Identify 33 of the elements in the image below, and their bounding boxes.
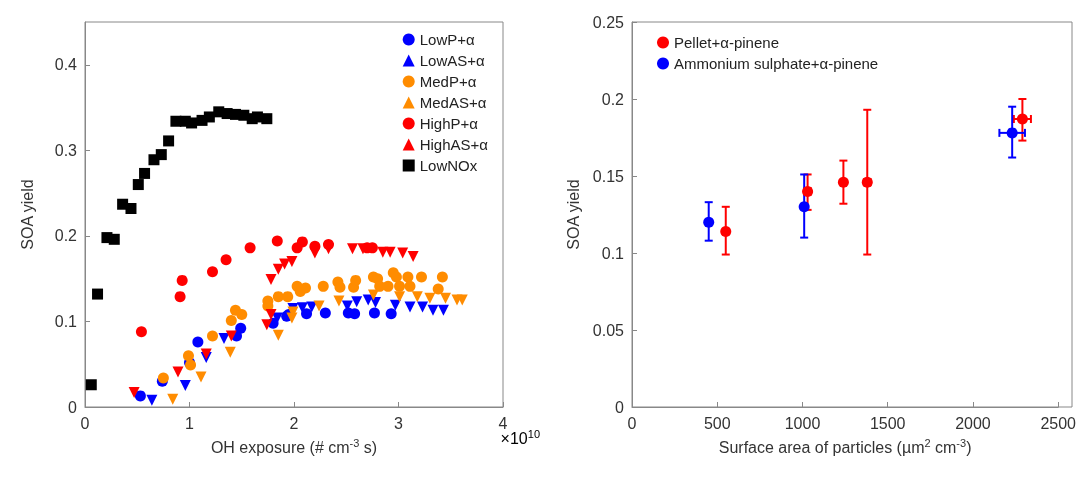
y-tick-label: 0.3 (54, 141, 78, 159)
legend-label: Pellet+α-pinene (674, 34, 779, 51)
y-tick-label: 0.2 (601, 90, 625, 108)
legend-label: LowP+α (419, 31, 475, 48)
x-tick-label: 0 (627, 414, 637, 432)
legend-label: HighP+α (419, 115, 479, 132)
x-tick-label: 2 (289, 414, 299, 432)
y-axis-title: SOA yield (18, 179, 36, 250)
legend-label: MedAS+α (419, 94, 487, 111)
legend-label: LowNOx (419, 157, 478, 174)
x-tick-label: 0 (80, 414, 90, 432)
x-tick-label: 1000 (784, 414, 821, 432)
y-axis-title: SOA yield (565, 179, 583, 250)
x-tick-label: 500 (703, 414, 731, 432)
y-tick-label: 0.2 (54, 227, 78, 245)
legend-label: HighAS+α (419, 136, 489, 153)
y-tick-label: 0.1 (54, 312, 78, 330)
x-tick-label: 1 (185, 414, 195, 432)
y-tick-label: 0.1 (601, 244, 625, 262)
y-tick-label: 0.05 (592, 321, 625, 339)
legend-label: MedP+α (419, 73, 477, 90)
x-tick-label: 2500 (1040, 414, 1077, 432)
legend-label: Ammonium sulphate+α-pinene (674, 55, 879, 72)
y-tick-label: 0 (615, 398, 625, 416)
x-tick-label: 4 (498, 414, 508, 432)
legend-label: LowAS+α (419, 52, 485, 69)
x-tick-label: 3 (394, 414, 404, 432)
y-tick-label: 0.25 (592, 13, 625, 31)
x-tick-label: 2000 (955, 414, 991, 432)
y-tick-label: 0.15 (592, 167, 625, 185)
x-tick-label: 1500 (869, 414, 906, 432)
y-tick-label: 0 (68, 398, 78, 416)
y-tick-label: 0.4 (54, 56, 78, 74)
